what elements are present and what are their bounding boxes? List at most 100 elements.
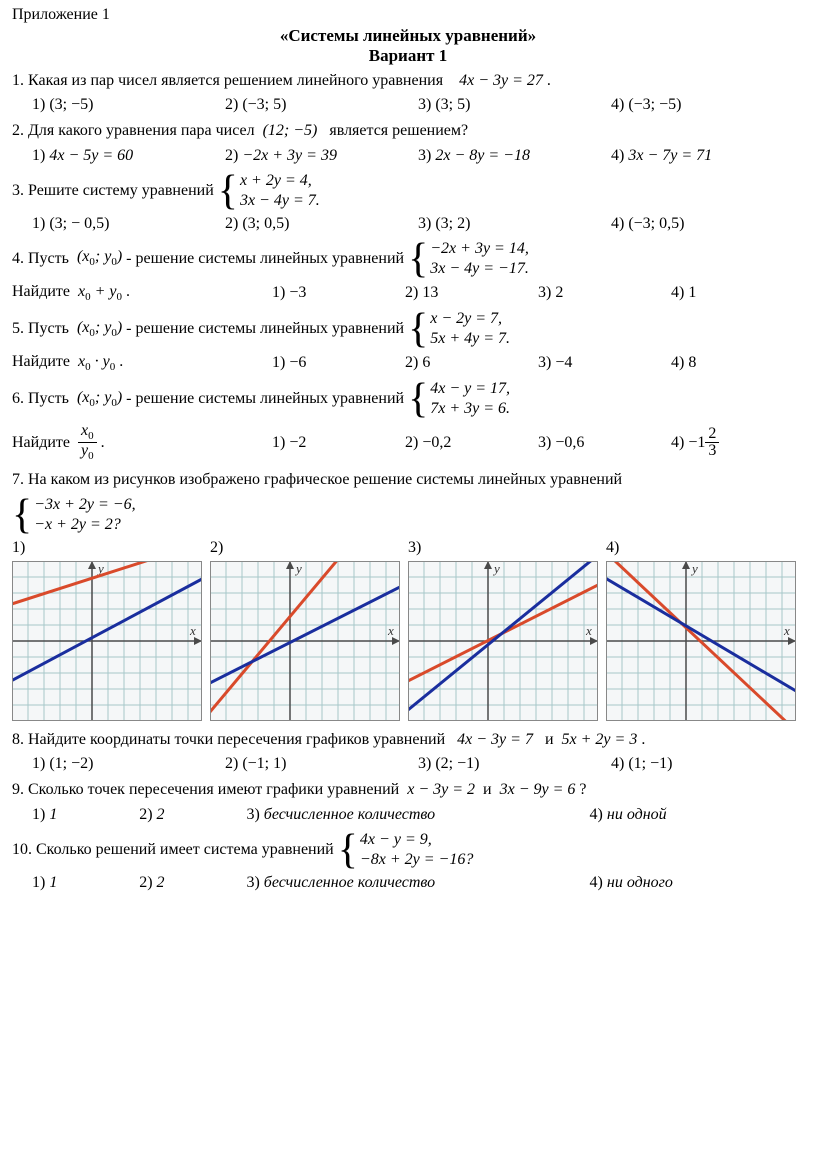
q9-options: 1) 1 2) 2 3) бесчисленное количество 4) … bbox=[32, 806, 804, 824]
variant-label: Вариант 1 bbox=[12, 46, 804, 66]
q4-system: { −2x + 3y = 14, 3x − 4y = −17. bbox=[408, 239, 529, 279]
q8-eq2: 5x + 2y = 3 bbox=[562, 731, 638, 748]
q8-and: и bbox=[545, 731, 554, 748]
q9-opt3: 3) бесчисленное количество bbox=[246, 806, 589, 824]
q3-statement: 3. Решите систему уравнений { x + 2y = 4… bbox=[12, 171, 804, 211]
q7-lbl2: 2) bbox=[210, 539, 408, 557]
q5-opt4: 4) 8 bbox=[671, 354, 804, 372]
q9-text: 9. Сколько точек пересечения имеют графи… bbox=[12, 781, 399, 798]
appendix-label: Приложение 1 bbox=[12, 6, 804, 24]
q4-expr: x0 + y0 bbox=[78, 283, 122, 300]
q6-opt3: 3) −0,6 bbox=[538, 434, 671, 452]
q5-expr: x0 · y0 bbox=[78, 353, 115, 370]
q6-dot: . bbox=[101, 434, 105, 452]
q4-opt3: 3) 2 bbox=[538, 284, 671, 302]
q5-opt1: 1) −6 bbox=[272, 354, 405, 372]
q5-dot: . bbox=[119, 353, 123, 370]
q8-opt1: 1) (1; −2) bbox=[32, 755, 225, 773]
q6-eq2: 7x + 3y = 6. bbox=[430, 399, 510, 419]
q4-find: Найдите x0 + y0 . 1) −3 2) 13 3) 2 4) 1 bbox=[12, 283, 804, 303]
q7-graph-labels: 1) 2) 3) 4) bbox=[12, 539, 804, 557]
q5-text-a: 5. Пусть bbox=[12, 318, 69, 340]
q6-find-label: Найдите bbox=[12, 434, 70, 452]
q6-system: { 4x − y = 17, 7x + 3y = 6. bbox=[408, 379, 510, 419]
q6-frac: x0 y0 bbox=[78, 423, 97, 462]
q4-text-a: 4. Пусть bbox=[12, 248, 69, 270]
q8-opt3: 3) (2; −1) bbox=[418, 755, 611, 773]
q3-opt4: 4) (−3; 0,5) bbox=[611, 215, 804, 233]
q6-statement: 6. Пусть (x0; y0) - решение системы лине… bbox=[12, 379, 804, 419]
q10-opt4: 4) ни одного bbox=[590, 874, 804, 892]
q2-options: 1) 4x − 5y = 60 2) −2x + 3y = 39 3) 2x −… bbox=[32, 147, 804, 165]
q7-graphs: xy xy xy xy bbox=[12, 561, 804, 721]
q6-opt2: 2) −0,2 bbox=[405, 434, 538, 452]
q1-opt4: 4) (−3; −5) bbox=[611, 96, 804, 114]
q4-statement: 4. Пусть (x0; y0) - решение системы лине… bbox=[12, 239, 804, 279]
q7-graph-3: xy bbox=[408, 561, 598, 721]
q7-lbl3: 3) bbox=[408, 539, 606, 557]
page: Приложение 1 «Системы линейных уравнений… bbox=[0, 0, 816, 918]
q8-dot: . bbox=[641, 731, 645, 748]
q8-statement: 8. Найдите координаты точки пересечения … bbox=[12, 729, 804, 751]
q2-statement: 2. Для какого уравнения пара чисел (12; … bbox=[12, 120, 804, 142]
q3-opt3: 3) (3; 2) bbox=[418, 215, 611, 233]
q5-text-b: - решение системы линейных уравнений bbox=[126, 318, 404, 340]
q10-opt1: 1) 1 bbox=[32, 874, 139, 892]
q4-dot: . bbox=[126, 283, 130, 300]
q2-pair: (12; −5) bbox=[263, 122, 318, 139]
q7-text: 7. На каком из рисунков изображено графи… bbox=[12, 469, 804, 491]
q7-graph-4: xy bbox=[606, 561, 796, 721]
q6-text-a: 6. Пусть bbox=[12, 388, 69, 410]
q7-graph-2: xy bbox=[210, 561, 400, 721]
q10-options: 1) 1 2) 2 3) бесчисленное количество 4) … bbox=[32, 874, 804, 892]
q1-eq: 4x − 3y = 27 bbox=[459, 72, 543, 89]
q1-options: 1) (3; −5) 2) (−3; 5) 3) (3; 5) 4) (−3; … bbox=[32, 96, 804, 114]
q9-statement: 9. Сколько точек пересечения имеют графи… bbox=[12, 779, 804, 801]
q3-eq2: 3x − 4y = 7. bbox=[240, 191, 320, 211]
q5-pair: (x0; y0) bbox=[77, 317, 122, 342]
q7-eq2: −x + 2y = 2? bbox=[34, 515, 135, 535]
svg-text:x: x bbox=[189, 623, 196, 638]
q5-opt2: 2) 6 bbox=[405, 354, 538, 372]
q4-find-label: Найдите bbox=[12, 283, 70, 300]
q3-eq1: x + 2y = 4, bbox=[240, 171, 320, 191]
q2-opt1: 1) 4x − 5y = 60 bbox=[32, 147, 225, 165]
q7-lbl4: 4) bbox=[606, 539, 804, 557]
q8-eq1: 4x − 3y = 7 bbox=[457, 731, 533, 748]
q3-options: 1) (3; − 0,5) 2) (3; 0,5) 3) (3; 2) 4) (… bbox=[32, 215, 804, 233]
q9-and: и bbox=[483, 781, 492, 798]
svg-text:x: x bbox=[783, 623, 790, 638]
q1-dot: . bbox=[547, 72, 551, 89]
q5-statement: 5. Пусть (x0; y0) - решение системы лине… bbox=[12, 309, 804, 349]
q9-eq2: 3x − 9y = 6 bbox=[500, 781, 576, 798]
svg-text:x: x bbox=[585, 623, 592, 638]
q3-text: 3. Решите систему уравнений bbox=[12, 180, 214, 202]
q5-eq1: x − 2y = 7, bbox=[430, 309, 510, 329]
q6-eq1: 4x − y = 17, bbox=[430, 379, 510, 399]
q7-lbl1: 1) bbox=[12, 539, 210, 557]
q2-opt3: 3) 2x − 8y = −18 bbox=[418, 147, 611, 165]
q9-opt4: 4) ни одной bbox=[590, 806, 804, 824]
q5-find: Найдите x0 · y0 . 1) −6 2) 6 3) −4 4) 8 bbox=[12, 353, 804, 373]
q9-qmark: ? bbox=[579, 781, 586, 798]
q6-pair: (x0; y0) bbox=[77, 387, 122, 412]
q10-text: 10. Сколько решений имеет система уравне… bbox=[12, 839, 334, 861]
svg-text:y: y bbox=[492, 561, 500, 576]
q4-opt4: 4) 1 bbox=[671, 284, 804, 302]
q6-find: Найдите x0 y0 . 1) −2 2) −0,2 3) −0,6 4)… bbox=[12, 423, 804, 462]
q1-opt3: 3) (3; 5) bbox=[418, 96, 611, 114]
q5-find-label: Найдите bbox=[12, 353, 70, 370]
svg-text:x: x bbox=[387, 623, 394, 638]
q1-text: 1. Какая из пар чисел является решением … bbox=[12, 72, 443, 89]
q5-system: { x − 2y = 7, 5x + 4y = 7. bbox=[408, 309, 510, 349]
q10-eq1: 4x − y = 9, bbox=[360, 830, 473, 850]
svg-text:y: y bbox=[690, 561, 698, 576]
q10-statement: 10. Сколько решений имеет система уравне… bbox=[12, 830, 804, 870]
q10-eq2: −8x + 2y = −16? bbox=[360, 850, 473, 870]
q4-opt2: 2) 13 bbox=[405, 284, 538, 302]
q8-opt2: 2) (−1; 1) bbox=[225, 755, 418, 773]
q6-opt1: 1) −2 bbox=[272, 434, 405, 452]
q4-pair: (x0; y0) bbox=[77, 246, 122, 271]
q6-opt4: 4) −1 2 3 bbox=[671, 426, 804, 459]
q8-options: 1) (1; −2) 2) (−1; 1) 3) (2; −1) 4) (1; … bbox=[32, 755, 804, 773]
